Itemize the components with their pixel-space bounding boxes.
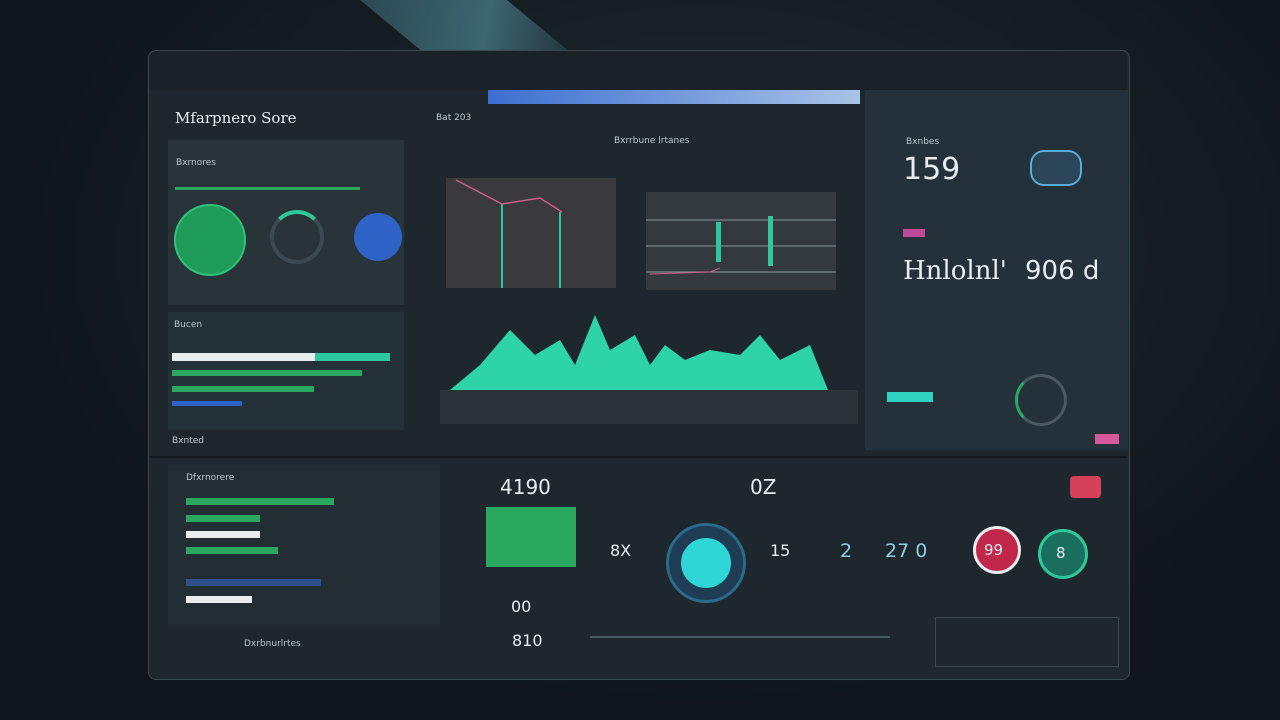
teal-badge xyxy=(1038,529,1088,579)
bar xyxy=(186,596,252,603)
axis-strip xyxy=(440,390,858,424)
chart-frame xyxy=(446,178,616,288)
bar xyxy=(186,515,260,522)
ring-gauge xyxy=(270,210,324,264)
list-label: Dfxrnorere xyxy=(186,473,235,483)
candle xyxy=(768,216,773,266)
line xyxy=(649,267,721,275)
line xyxy=(455,179,563,213)
bar xyxy=(172,386,314,392)
chart-title: Bxrrbune lrtanes xyxy=(614,136,690,146)
top-strip xyxy=(149,51,1127,90)
bar xyxy=(172,370,362,376)
mini-card xyxy=(935,617,1119,667)
teal-bar xyxy=(887,392,933,402)
donut-core xyxy=(681,538,731,588)
blue-circle xyxy=(354,213,402,261)
area xyxy=(450,315,828,390)
pink-pill xyxy=(1070,476,1101,498)
stat: 8X xyxy=(610,541,632,560)
green-circle xyxy=(174,204,246,276)
cloud-icon xyxy=(1030,150,1082,186)
list-footer: Dxrbnurlrtes xyxy=(244,639,301,649)
chart-frame xyxy=(646,192,836,290)
pink-tag xyxy=(1095,434,1119,444)
progress-bar xyxy=(488,90,860,104)
bar xyxy=(172,353,315,361)
badge-text: 99 xyxy=(984,541,1004,559)
pink-tag xyxy=(903,229,925,237)
green-box xyxy=(486,507,576,567)
footer-label: Bxnted xyxy=(172,436,204,446)
right-panel xyxy=(865,90,1128,450)
metric: 810 xyxy=(512,631,543,650)
ring-gauge xyxy=(1015,374,1067,426)
right-label: Bxnbes xyxy=(906,137,940,147)
stat: 2 xyxy=(840,540,853,562)
red-badge xyxy=(973,526,1021,574)
title: Mfarpnero Sore xyxy=(175,109,297,127)
bar xyxy=(186,531,260,538)
bar xyxy=(186,579,321,586)
card-label: Bxrnores xyxy=(176,158,216,168)
badge-text: 8 xyxy=(1056,544,1066,562)
divider xyxy=(149,456,1127,458)
subtitle: Bat 203 xyxy=(436,113,472,123)
metric: 4190 xyxy=(500,475,551,499)
bar xyxy=(172,401,242,406)
candle xyxy=(716,222,721,262)
metric: 906 d xyxy=(1025,256,1100,286)
bar xyxy=(315,353,390,361)
metric: 159 xyxy=(903,152,961,187)
stat: 15 xyxy=(770,541,791,560)
metric: 0Z xyxy=(750,475,777,499)
bar xyxy=(186,498,334,505)
chart-art xyxy=(440,178,858,424)
bar xyxy=(186,547,278,554)
bars-label: Bucen xyxy=(174,320,203,330)
slider xyxy=(590,636,890,638)
green-line xyxy=(175,187,360,190)
metric: Hnlolnl' xyxy=(903,256,1007,286)
metric: 00 xyxy=(511,597,532,616)
stat: 27 0 xyxy=(885,540,928,562)
